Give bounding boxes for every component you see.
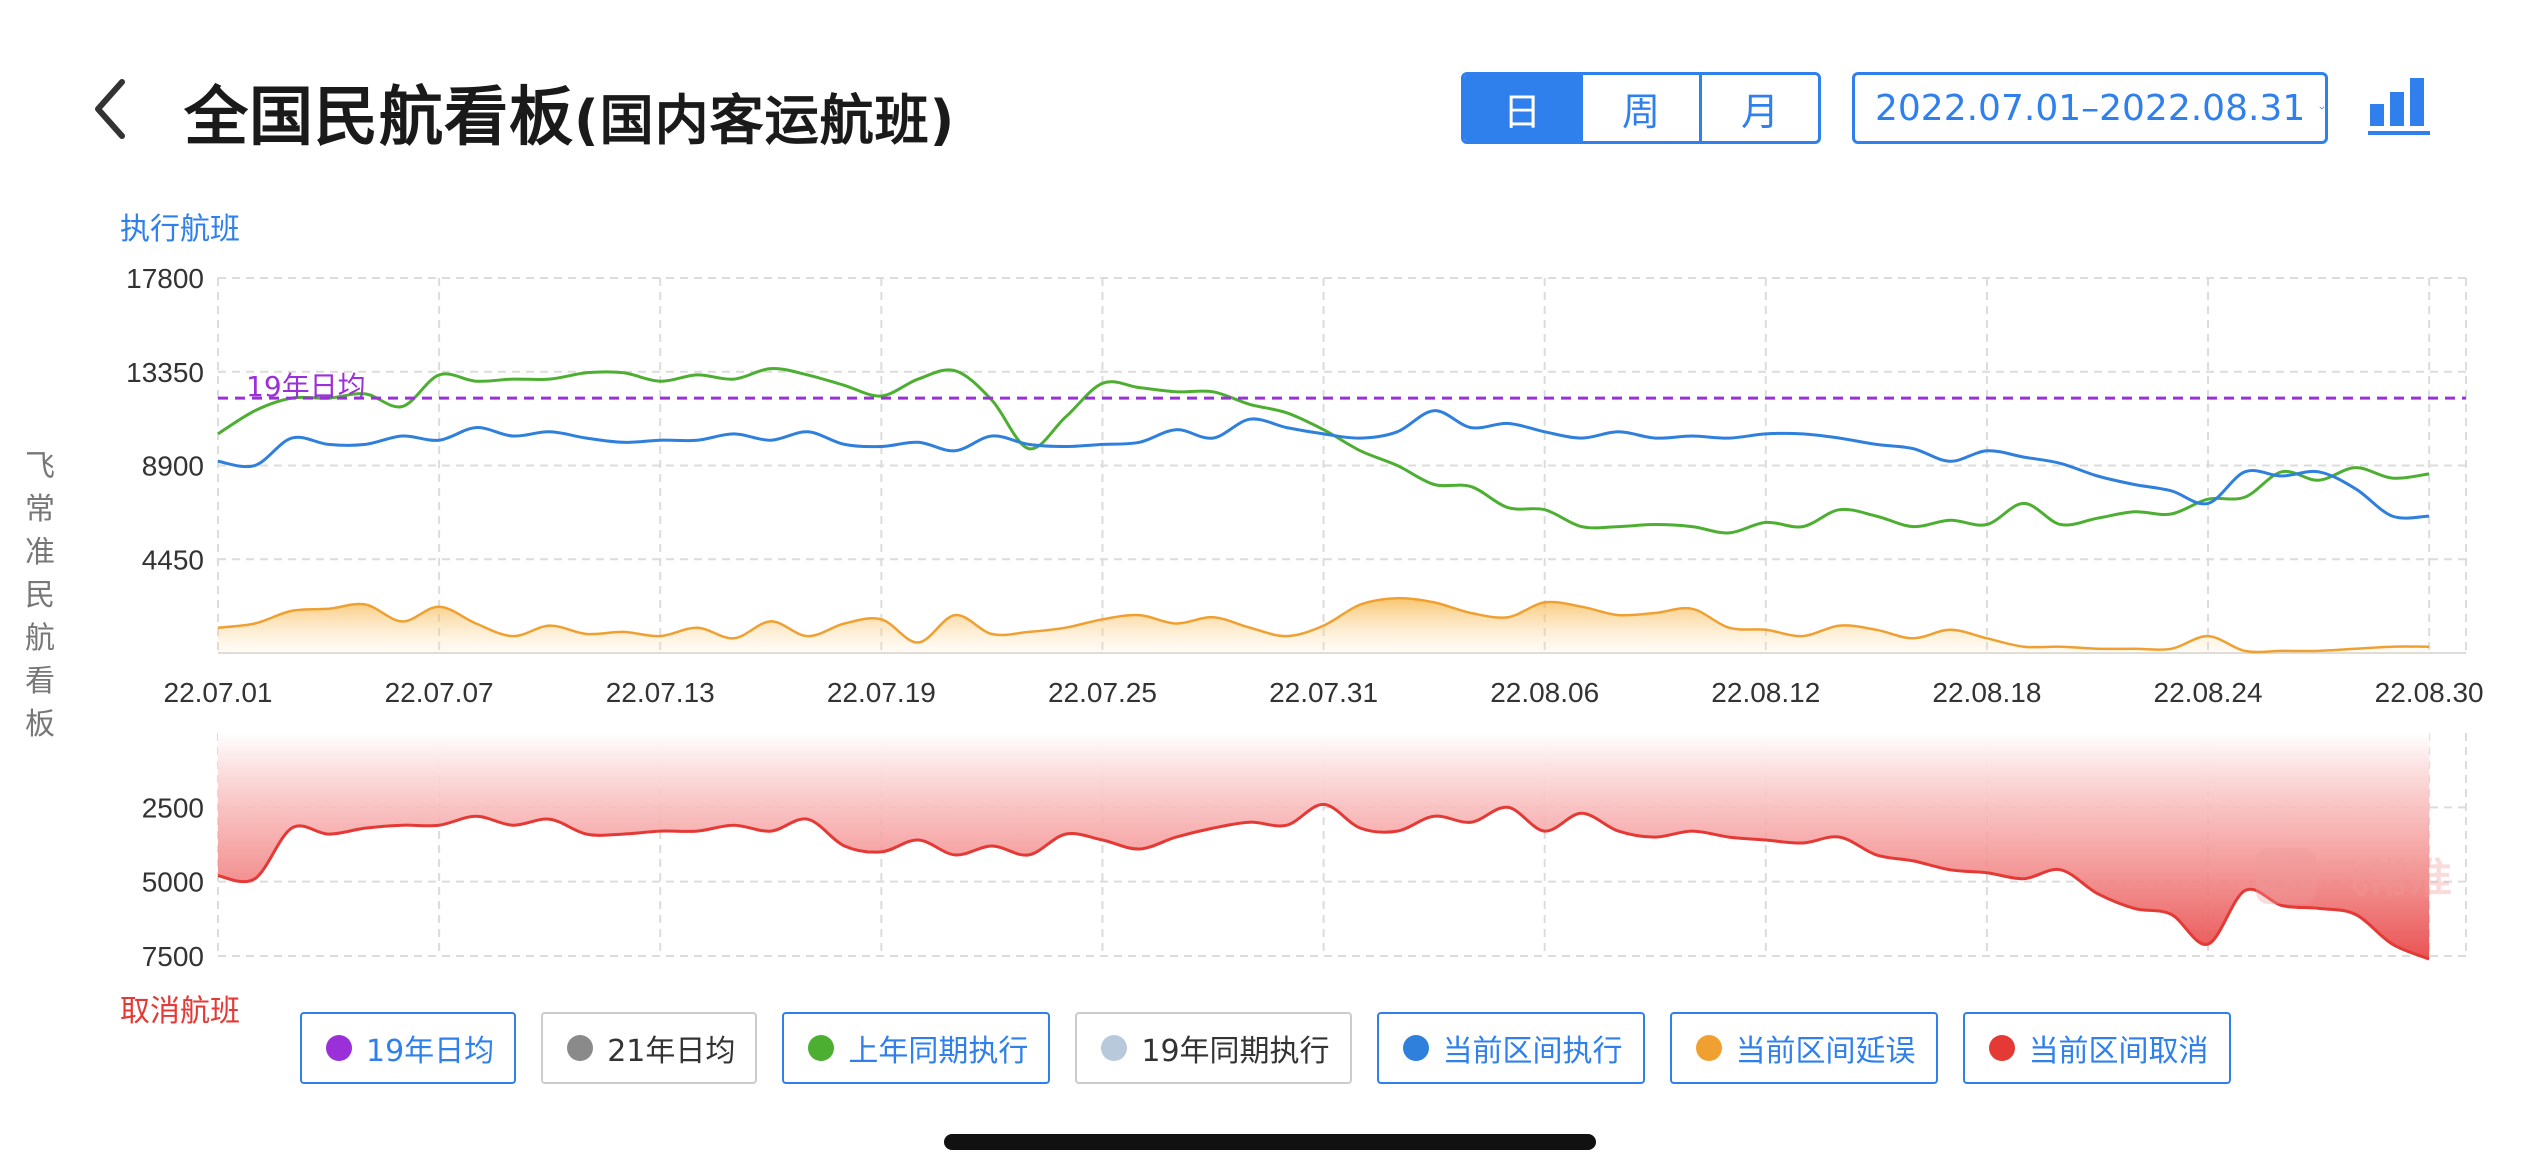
last-year-exec-line [217,367,2430,535]
watermark-logo-icon [2256,847,2316,904]
legend-label: 19年日均 [366,1034,495,1069]
y-tick-label: 13350 [126,357,204,388]
x-tick-label: 22.07.19 [827,677,936,708]
x-tick-label: 22.08.18 [1932,677,2041,708]
x-tick-label: 22.08.06 [1490,677,1599,708]
side-vertical-label: 飞常准民航看板 [25,449,55,742]
period-day-tab[interactable]: 日 [1464,75,1580,141]
chart-legend: 19年日均 21年日均 上年同期执行 19年同期执行 当前区间执行 当前区间延误… [300,1012,2231,1084]
legend-dot-icon [808,1035,835,1061]
legend-item-19-same-period[interactable]: 19年同期执行 [1075,1012,1352,1084]
x-tick-label: 22.07.25 [1048,677,1157,708]
x-tick-label: 22.07.07 [385,677,494,708]
legend-label: 上年同期执行 [848,1034,1029,1069]
legend-item-last-year-exec[interactable]: 上年同期执行 [782,1012,1051,1084]
x-tick-label: 22.08.30 [2375,677,2484,708]
bar-chart-icon[interactable] [2366,76,2432,136]
legend-item-current-exec[interactable]: 当前区间执行 [1376,1012,1645,1084]
watermark-text: 飞常准 [2326,854,2453,903]
delay-area [218,598,2430,653]
y-tick-label: 5000 [142,867,204,898]
legend-dot-icon [1988,1035,2015,1061]
legend-label: 21年日均 [607,1034,736,1069]
legend-item-current-delay[interactable]: 当前区间延误 [1669,1012,1938,1084]
page-title: 全国民航看板(国内客运航班) [184,66,955,158]
x-tick-label: 22.07.31 [1269,677,1378,708]
flight-chart: 19年日均 22.07.01 22.07.07 22.07.13 22.07.19 22… [126,263,2484,972]
y-tick-label: 4450 [142,544,204,575]
y-tick-label: 2500 [142,792,204,823]
page-title-sub: (国内客运航班) [574,89,956,152]
period-toggle: 日 周 月 [1461,72,1821,144]
legend-label: 当前区间取消 [2028,1034,2209,1069]
legend-item-current-cancel[interactable]: 当前区间取消 [1962,1012,2231,1084]
y-tick-label: 17800 [126,263,204,294]
legend-dot-icon [1695,1035,1722,1061]
chevron-down-icon [2319,106,2325,110]
legend-item-21-daily-avg[interactable]: 21年日均 [541,1012,758,1084]
y-tick-label: 7500 [142,941,204,972]
back-chevron-icon[interactable] [88,74,132,144]
legend-item-19-daily-avg[interactable]: 19年日均 [300,1012,517,1084]
watermark: 飞常准 [2256,845,2452,906]
legend-label: 当前区间执行 [1442,1034,1623,1069]
date-range-value: 2022.07.01–2022.08.31 [1875,87,2306,129]
x-tick-label: 22.07.01 [164,677,273,708]
cancel-axis-label: 取消航班 [120,994,240,1029]
x-tick-label: 22.08.12 [1711,677,1820,708]
legend-dot-icon [1101,1035,1128,1061]
legend-label: 19年同期执行 [1141,1034,1330,1069]
period-week-tab[interactable]: 周 [1580,75,1699,141]
delay-line [217,596,2430,654]
legend-label: 当前区间延误 [1735,1034,1916,1069]
x-tick-label: 22.07.13 [606,677,715,708]
legend-dot-icon [567,1035,594,1061]
x-tick-label: 22.08.24 [2154,677,2263,708]
date-range-select[interactable]: 2022.07.01–2022.08.31 [1852,72,2328,144]
cancel-line [217,802,2430,961]
page-title-main: 全国民航看板 [184,81,574,155]
legend-dot-icon [1402,1035,1429,1061]
avg-19-reference-label: 19年日均 [246,370,366,403]
y-tick-label: 8900 [142,451,204,482]
legend-dot-icon [326,1035,352,1061]
cancel-area [218,733,2430,959]
exec-axis-label: 执行航班 [120,212,240,247]
period-month-tab[interactable]: 月 [1699,75,1818,141]
current-exec-line [217,409,2430,520]
home-indicator [944,1134,1596,1150]
